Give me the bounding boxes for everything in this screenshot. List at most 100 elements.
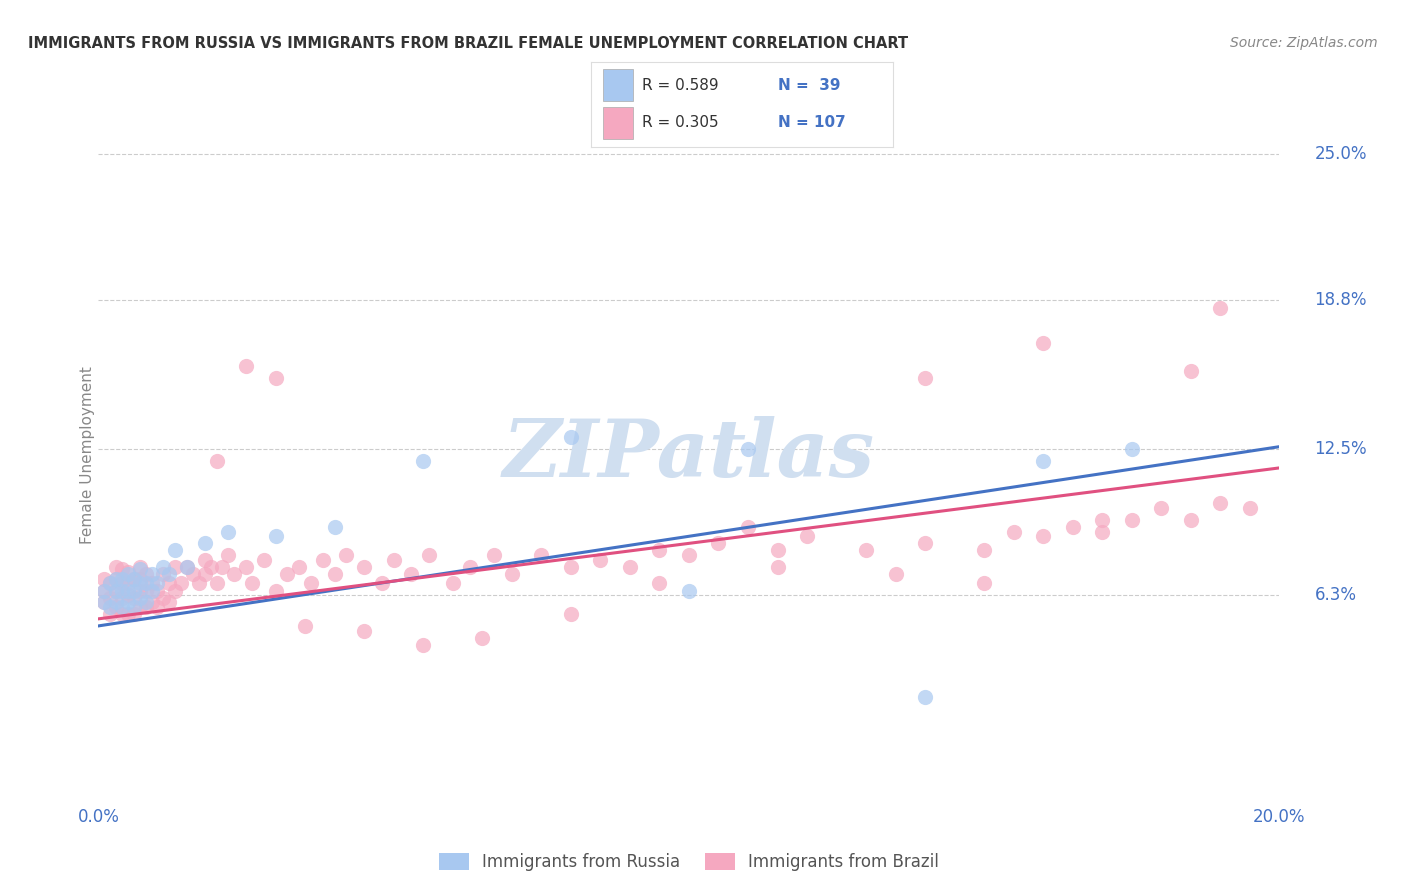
Point bbox=[93, 595, 115, 609]
Point bbox=[111, 562, 134, 576]
Point bbox=[152, 560, 174, 574]
Point bbox=[141, 583, 163, 598]
Point bbox=[371, 576, 394, 591]
Point bbox=[128, 600, 150, 615]
Point bbox=[146, 576, 169, 591]
FancyBboxPatch shape bbox=[603, 70, 633, 102]
Point bbox=[253, 553, 276, 567]
Legend: Immigrants from Russia, Immigrants from Brazil: Immigrants from Russia, Immigrants from … bbox=[432, 847, 946, 878]
Point bbox=[117, 565, 139, 579]
Point bbox=[176, 560, 198, 574]
Point bbox=[105, 600, 128, 615]
Point bbox=[335, 548, 357, 562]
Point bbox=[135, 576, 157, 591]
Point bbox=[401, 567, 423, 582]
Point bbox=[194, 553, 217, 567]
Point bbox=[98, 607, 121, 621]
Point bbox=[122, 600, 145, 615]
Point bbox=[294, 619, 316, 633]
Point bbox=[299, 576, 322, 591]
Point bbox=[122, 572, 145, 586]
Point bbox=[1180, 513, 1202, 527]
Point bbox=[240, 576, 263, 591]
Point bbox=[766, 543, 789, 558]
Point bbox=[382, 553, 405, 567]
Point bbox=[1002, 524, 1025, 539]
Point bbox=[560, 430, 582, 444]
Point bbox=[135, 583, 157, 598]
Point bbox=[412, 638, 434, 652]
Point bbox=[122, 607, 145, 621]
Point bbox=[353, 624, 375, 638]
Point bbox=[93, 583, 115, 598]
Point bbox=[884, 567, 907, 582]
Point bbox=[1091, 524, 1114, 539]
Point bbox=[288, 560, 311, 574]
Point bbox=[914, 690, 936, 704]
Point bbox=[418, 548, 440, 562]
Point bbox=[122, 591, 145, 605]
Point bbox=[135, 595, 157, 609]
Point bbox=[165, 543, 187, 558]
Point bbox=[224, 567, 246, 582]
Point bbox=[217, 548, 239, 562]
Point bbox=[98, 576, 121, 591]
Point bbox=[264, 583, 287, 598]
Point bbox=[205, 454, 228, 468]
Point bbox=[1032, 529, 1054, 543]
Point bbox=[205, 576, 228, 591]
Point bbox=[93, 595, 115, 609]
Point bbox=[117, 588, 139, 602]
Point bbox=[105, 572, 128, 586]
Point bbox=[135, 600, 157, 615]
Text: 6.3%: 6.3% bbox=[1315, 586, 1357, 604]
Point bbox=[1032, 454, 1054, 468]
Point bbox=[128, 560, 150, 574]
Point bbox=[1091, 513, 1114, 527]
Point bbox=[914, 536, 936, 550]
Point bbox=[264, 529, 287, 543]
Text: N =  39: N = 39 bbox=[778, 78, 841, 93]
Point bbox=[152, 591, 174, 605]
Point bbox=[111, 600, 134, 615]
Point bbox=[737, 520, 759, 534]
Point bbox=[128, 576, 150, 591]
Point bbox=[323, 520, 346, 534]
Point bbox=[501, 567, 523, 582]
Text: N = 107: N = 107 bbox=[778, 115, 845, 130]
Point bbox=[128, 572, 150, 586]
Text: ZIPatlas: ZIPatlas bbox=[503, 417, 875, 493]
Point bbox=[105, 572, 128, 586]
Point bbox=[1032, 335, 1054, 350]
Point bbox=[1180, 364, 1202, 378]
Point bbox=[1209, 496, 1232, 510]
Point bbox=[93, 583, 115, 598]
Point bbox=[560, 607, 582, 621]
Point bbox=[648, 576, 671, 591]
Point bbox=[141, 595, 163, 609]
FancyBboxPatch shape bbox=[603, 106, 633, 139]
Point bbox=[855, 543, 877, 558]
Text: Source: ZipAtlas.com: Source: ZipAtlas.com bbox=[1230, 36, 1378, 50]
Point bbox=[648, 543, 671, 558]
Point bbox=[217, 524, 239, 539]
Text: R = 0.305: R = 0.305 bbox=[643, 115, 718, 130]
Point bbox=[276, 567, 298, 582]
Text: 12.5%: 12.5% bbox=[1315, 440, 1367, 458]
Point bbox=[187, 576, 209, 591]
Point bbox=[235, 359, 257, 374]
Point bbox=[1121, 513, 1143, 527]
Point bbox=[98, 591, 121, 605]
Y-axis label: Female Unemployment: Female Unemployment bbox=[80, 366, 94, 544]
Point bbox=[181, 567, 204, 582]
Point bbox=[117, 576, 139, 591]
Point bbox=[98, 600, 121, 615]
Point bbox=[200, 560, 222, 574]
Point bbox=[194, 567, 217, 582]
Point bbox=[1121, 442, 1143, 456]
Point bbox=[105, 583, 128, 598]
Point bbox=[128, 583, 150, 598]
Point bbox=[796, 529, 818, 543]
Point bbox=[117, 583, 139, 598]
Point bbox=[105, 583, 128, 598]
